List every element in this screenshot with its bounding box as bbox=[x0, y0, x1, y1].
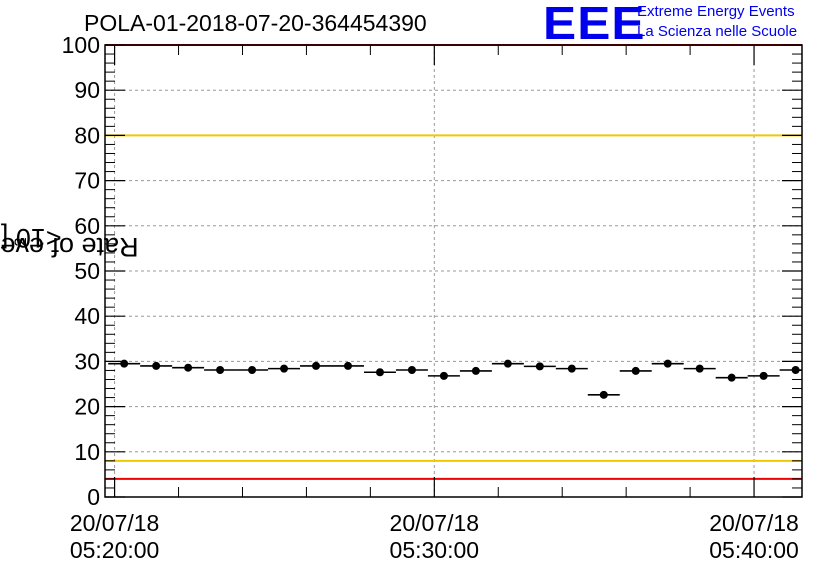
data-point bbox=[599, 390, 608, 399]
data-series bbox=[108, 359, 802, 399]
y-tick-label: 10 bbox=[74, 439, 100, 465]
tick-labels: 010203040506070809010020/07/1805:20:0020… bbox=[62, 32, 799, 563]
data-point bbox=[631, 366, 640, 375]
logo-line-1: Extreme Energy Events bbox=[637, 3, 795, 20]
chart-title: POLA-01-2018-07-20-364454390 bbox=[84, 10, 427, 36]
data-point bbox=[791, 365, 800, 374]
data-point bbox=[375, 368, 384, 377]
y-tick-label: 100 bbox=[62, 32, 100, 58]
data-point bbox=[471, 366, 480, 375]
data-point bbox=[280, 364, 289, 373]
y-tick-label: 80 bbox=[74, 122, 100, 148]
y-tick-label: 20 bbox=[74, 394, 100, 420]
data-point bbox=[695, 364, 704, 373]
y-tick-label: 70 bbox=[74, 168, 100, 194]
y-tick-label: 40 bbox=[74, 303, 100, 329]
data-point bbox=[759, 371, 768, 380]
data-point bbox=[407, 365, 416, 374]
y-tick-label: 50 bbox=[74, 258, 100, 284]
grid-lines bbox=[105, 45, 802, 497]
x-tick-date-label: 20/07/18 bbox=[709, 510, 799, 536]
x-tick-time-label: 05:30:00 bbox=[390, 537, 480, 563]
data-point bbox=[152, 361, 161, 370]
data-point bbox=[439, 371, 448, 380]
x-tick-date-label: 20/07/18 bbox=[390, 510, 480, 536]
x-tick-date-label: 20/07/18 bbox=[70, 510, 160, 536]
data-point bbox=[312, 361, 321, 370]
y-tick-label: 90 bbox=[74, 77, 100, 103]
data-point bbox=[343, 361, 352, 370]
logo-line-2: La Scienza nelle Scuole bbox=[637, 23, 798, 40]
data-point bbox=[184, 363, 193, 372]
y-tick-label: 60 bbox=[74, 213, 100, 239]
x-tick-time-label: 05:40:00 bbox=[709, 537, 799, 563]
y-tick-label: 0 bbox=[87, 484, 100, 510]
data-point bbox=[248, 365, 257, 374]
data-point bbox=[567, 364, 576, 373]
data-point bbox=[663, 359, 672, 368]
data-point bbox=[535, 362, 544, 371]
x-tick-time-label: 05:20:00 bbox=[70, 537, 160, 563]
plot-frame bbox=[104, 44, 803, 498]
eee-logo: EEE bbox=[543, 0, 646, 49]
data-point bbox=[120, 359, 129, 368]
y-tick-label: 30 bbox=[74, 348, 100, 374]
data-point bbox=[727, 373, 736, 382]
reference-lines bbox=[105, 44, 802, 480]
data-point bbox=[216, 365, 225, 374]
data-point bbox=[503, 359, 512, 368]
